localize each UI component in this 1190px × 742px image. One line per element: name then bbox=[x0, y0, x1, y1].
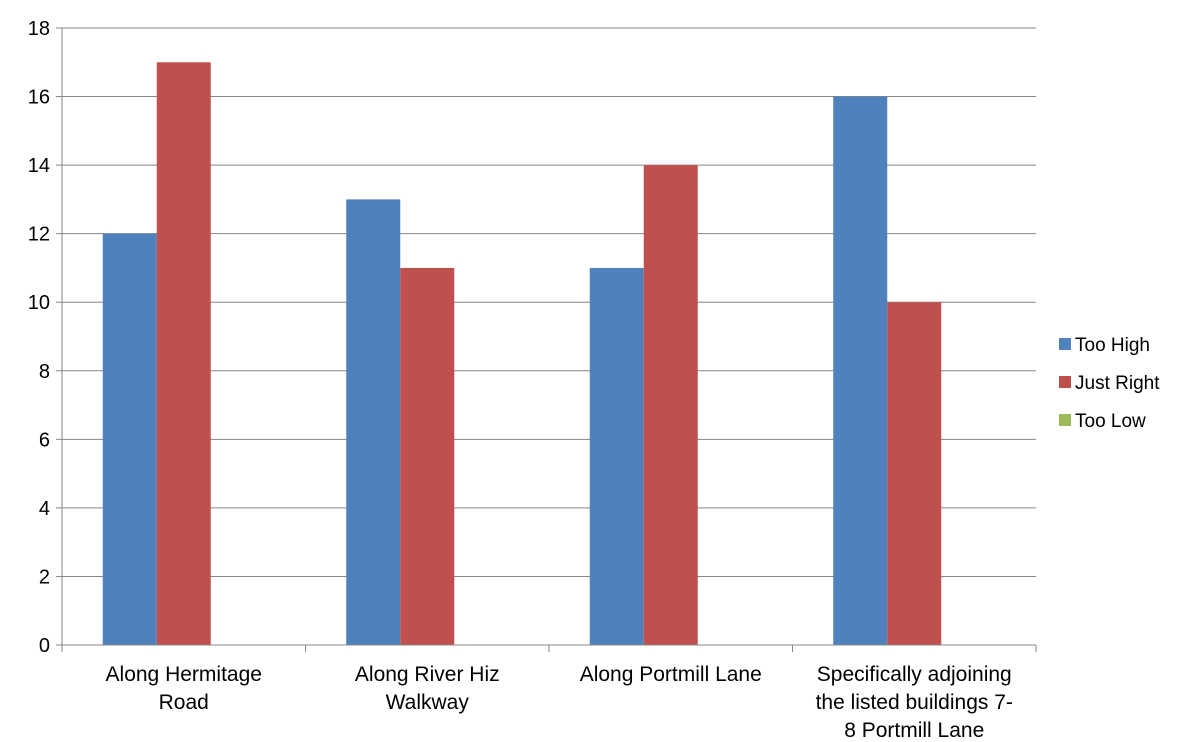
labels: 0 2 4 6 8 10 12 14 16 18 Along Hermitage Road Along … bbox=[28, 18, 1013, 742]
y-tick-label: 6 bbox=[39, 429, 50, 451]
bar-just-right bbox=[156, 62, 211, 646]
bars bbox=[102, 62, 942, 646]
y-tick-label: 18 bbox=[28, 18, 50, 40]
axes bbox=[56, 27, 1037, 652]
y-tick-label: 2 bbox=[39, 566, 50, 588]
x-category-label: Along River Hiz bbox=[355, 663, 500, 686]
legend-label: Too High bbox=[1075, 335, 1150, 356]
x-category-label: Along Portmill Lane bbox=[580, 663, 762, 686]
legend: Too High Just Right Too Low bbox=[1059, 335, 1160, 432]
bar-too-high bbox=[833, 96, 888, 646]
legend-swatch bbox=[1059, 338, 1071, 350]
y-tick-label: 12 bbox=[28, 224, 50, 246]
bar-just-right bbox=[887, 302, 942, 645]
y-tick-label: 14 bbox=[28, 155, 50, 177]
x-category-label: Specifically adjoining bbox=[817, 663, 1012, 686]
legend-label: Just Right bbox=[1075, 373, 1160, 394]
gridlines bbox=[62, 27, 1036, 646]
y-tick-label: 10 bbox=[28, 292, 50, 314]
x-category-label: the listed buildings 7- bbox=[816, 691, 1013, 714]
y-tick-label: 0 bbox=[39, 635, 50, 657]
bar-just-right bbox=[643, 165, 698, 645]
legend-label: Too Low bbox=[1075, 411, 1146, 432]
y-tick-label: 16 bbox=[28, 87, 50, 109]
bar-too-high bbox=[346, 199, 401, 645]
legend-swatch bbox=[1059, 414, 1071, 426]
bar-too-high bbox=[589, 267, 644, 645]
x-category-label: Walkway bbox=[386, 691, 470, 714]
y-tick-label: 8 bbox=[39, 361, 50, 383]
y-tick-label: 4 bbox=[39, 498, 50, 520]
legend-swatch bbox=[1059, 376, 1071, 388]
bar-just-right bbox=[400, 267, 455, 645]
x-category-label: 8 Portmill Lane bbox=[844, 719, 984, 742]
bar-too-high bbox=[102, 233, 157, 645]
x-category-label: Along Hermitage bbox=[106, 663, 262, 686]
x-category-label: Road bbox=[159, 691, 209, 714]
